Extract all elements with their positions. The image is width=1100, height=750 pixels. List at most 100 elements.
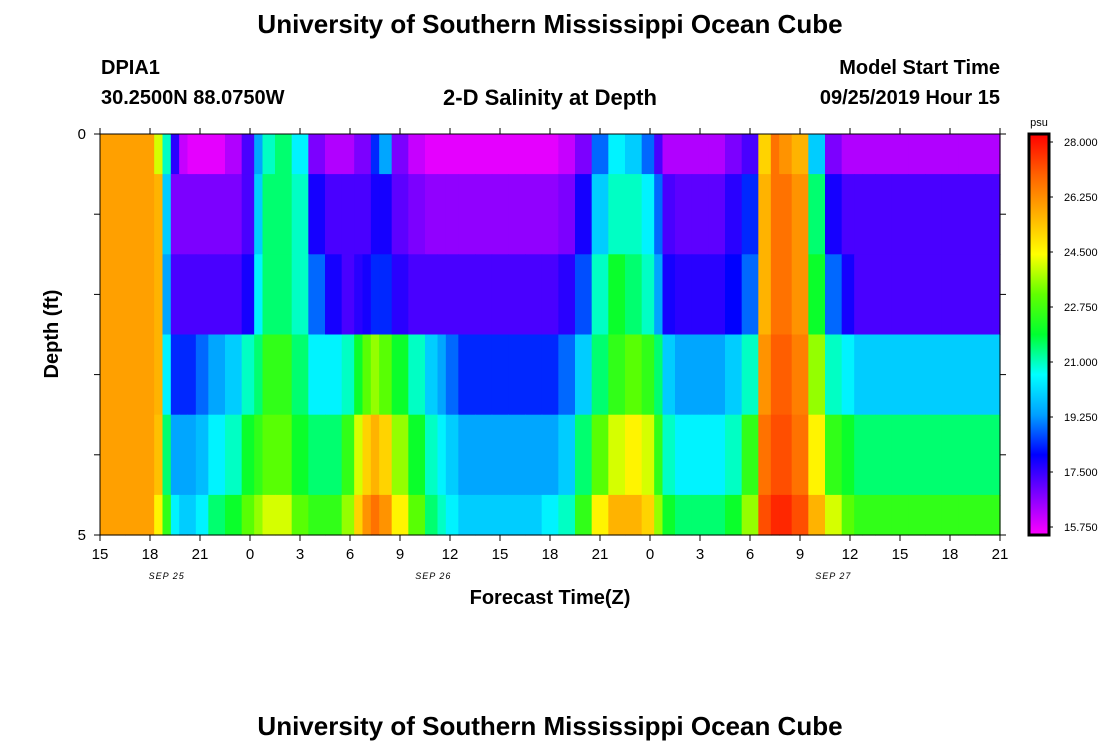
heatmap-cell	[958, 494, 976, 536]
heatmap-cell	[354, 414, 364, 496]
x-tick-label: 21	[592, 546, 609, 563]
heatmap-cell	[891, 414, 909, 496]
heatmap-cell	[875, 254, 893, 336]
heatmap-cell	[187, 134, 197, 175]
heatmap-cell	[262, 254, 276, 336]
heatmap-cell	[779, 254, 793, 336]
heatmap-cell	[625, 134, 643, 175]
heatmap-cell	[491, 494, 509, 536]
heatmap-cell	[891, 134, 909, 175]
heatmap-cell	[841, 134, 855, 175]
heatmap-cell	[445, 254, 459, 336]
heatmap-cell	[675, 414, 693, 496]
heatmap-cell	[275, 414, 293, 496]
heatmap-cell	[225, 334, 243, 416]
heatmap-cell	[908, 174, 926, 255]
heatmap-cell	[362, 414, 372, 496]
heatmap-cell	[254, 494, 264, 536]
heatmap-cell	[708, 174, 726, 255]
heatmap-cell	[558, 174, 576, 255]
heatmap-cell	[958, 334, 976, 416]
heatmap-cell	[708, 254, 726, 336]
heatmap-cell	[125, 414, 155, 496]
heatmap-cell	[791, 494, 809, 536]
heatmap-cell	[791, 334, 809, 416]
heatmap-cell	[408, 494, 426, 536]
heatmap-cell	[291, 134, 309, 175]
heatmap-cell	[841, 494, 855, 536]
heatmap-cell	[275, 134, 293, 175]
heatmap-cell	[154, 494, 164, 536]
heatmap-cell	[662, 134, 676, 175]
heatmap-cell	[691, 414, 709, 496]
heatmap-cell	[608, 414, 626, 496]
heatmap-cell	[425, 494, 439, 536]
date-label: SEP 27	[815, 571, 851, 581]
heatmap-cell	[941, 334, 959, 416]
heatmap-cell	[425, 414, 439, 496]
heatmap-cell	[370, 174, 380, 255]
heatmap-cell	[608, 254, 626, 336]
heatmap-cell	[991, 334, 1001, 416]
heatmap-cell	[558, 414, 576, 496]
heatmap-cell	[525, 414, 543, 496]
colorbar-tick-label: 28.000	[1064, 137, 1098, 149]
colorbar-unit: psu	[1030, 117, 1048, 129]
heatmap-cell	[354, 134, 364, 175]
heatmap-cells	[100, 134, 1001, 536]
heatmap-cell	[708, 494, 726, 536]
heatmap-cell	[162, 254, 172, 336]
heatmap-cell	[475, 334, 493, 416]
heatmap-cell	[275, 494, 293, 536]
x-tick-label: 15	[892, 546, 909, 563]
heatmap-cell	[491, 174, 509, 255]
heatmap-cell	[162, 494, 172, 536]
model-start-label: Model Start Time	[839, 57, 1000, 79]
heatmap-cell	[991, 494, 1001, 536]
heatmap-cell	[125, 174, 155, 255]
heatmap-cell	[975, 174, 993, 255]
heatmap-cell	[379, 134, 393, 175]
heatmap-cell	[179, 334, 189, 416]
heatmap-cell	[991, 134, 1001, 175]
heatmap-cell	[925, 414, 943, 496]
x-tick-label: 21	[192, 546, 209, 563]
heatmap-cell	[325, 134, 343, 175]
heatmap-cell	[725, 134, 743, 175]
heatmap-cell	[354, 494, 364, 536]
heatmap-cell	[591, 494, 609, 536]
heatmap-cell	[208, 494, 226, 536]
heatmap-cell	[291, 254, 309, 336]
heatmap-cell	[862, 414, 876, 496]
heatmap-cell	[641, 134, 655, 175]
heatmap-cell	[325, 254, 343, 336]
heatmap-cell	[691, 494, 709, 536]
heatmap-cell	[170, 334, 180, 416]
heatmap-cell	[491, 254, 509, 336]
heatmap-cell	[170, 254, 180, 336]
heatmap-cell	[275, 174, 293, 255]
colorbar-tick-label: 24.500	[1064, 247, 1098, 259]
heatmap-cell	[675, 254, 693, 336]
heatmap-cell	[725, 494, 743, 536]
heatmap-cell	[458, 174, 476, 255]
station-location: 30.2500N 88.0750W	[101, 87, 285, 109]
heatmap-cell	[437, 494, 447, 536]
heatmap-cell	[437, 334, 447, 416]
heatmap-cell	[925, 334, 943, 416]
heatmap-cell	[941, 174, 959, 255]
heatmap-cell	[808, 134, 826, 175]
heatmap-cell	[275, 254, 293, 336]
heatmap-cell	[179, 174, 189, 255]
heatmap-cell	[975, 254, 993, 336]
heatmap-cell	[708, 334, 726, 416]
x-tick-label: 18	[142, 546, 159, 563]
heatmap-cell	[662, 254, 676, 336]
heatmap-cell	[187, 334, 197, 416]
heatmap-cell	[791, 254, 809, 336]
x-tick-label: 18	[542, 546, 559, 563]
heatmap-cell	[475, 414, 493, 496]
heatmap-cell	[654, 414, 664, 496]
heatmap-cell	[808, 494, 826, 536]
heatmap-cell	[825, 174, 843, 255]
